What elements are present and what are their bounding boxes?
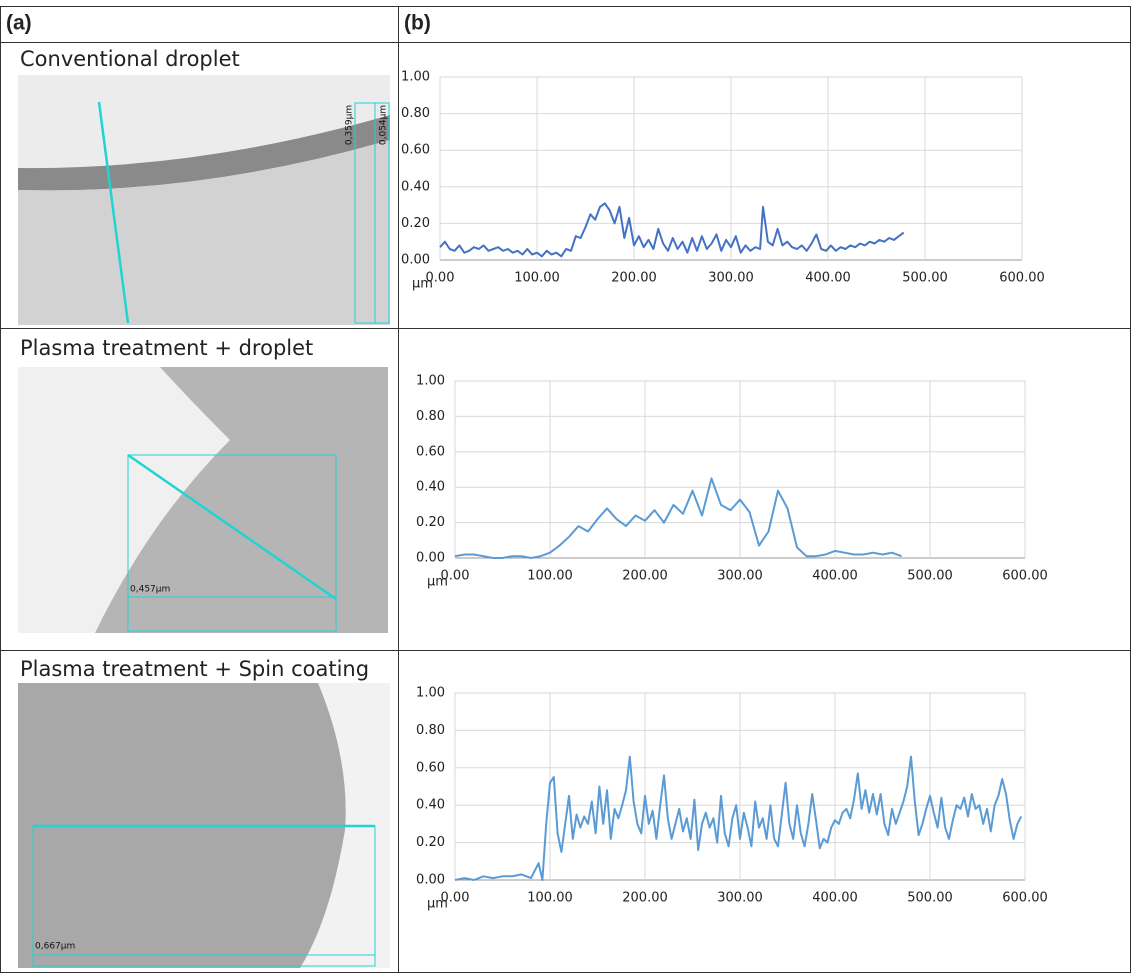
x-tick-label: 500.00 (907, 891, 953, 906)
y-tick-label: 0.60 (416, 760, 445, 775)
x-tick-label: 300.00 (708, 271, 754, 286)
x-axis-label: µm (427, 575, 448, 590)
image-annotation: 0,359µm (345, 105, 355, 145)
x-tick-label: 500.00 (902, 271, 948, 286)
y-tick-label: 0.00 (416, 873, 445, 888)
x-axis-label: µm (412, 277, 433, 292)
y-tick-label: 0.40 (416, 798, 445, 813)
image-annotation: 0,054µm (379, 105, 389, 145)
x-tick-label: 500.00 (907, 569, 953, 584)
x-tick-label: 0.00 (426, 271, 455, 286)
x-tick-label: 300.00 (717, 569, 763, 584)
row-label: Conventional droplet (20, 47, 240, 71)
x-tick-label: 400.00 (812, 569, 858, 584)
image-annotation: 0,667µm (35, 942, 75, 952)
micrograph: 0,457µm (18, 367, 388, 633)
micrograph: 0,359µm 0,054µm (18, 75, 390, 325)
x-tick-label: 400.00 (805, 271, 851, 286)
x-axis-label: µm (427, 897, 448, 912)
data-line (454, 755, 1023, 881)
y-tick-label: 0.60 (401, 143, 430, 158)
x-tick-label: 300.00 (717, 891, 763, 906)
y-tick-label: 0.80 (416, 723, 445, 738)
x-tick-label: 100.00 (527, 891, 573, 906)
x-tick-label: 600.00 (1002, 891, 1048, 906)
micrograph: 0,667µm (18, 683, 390, 968)
x-tick-label: 400.00 (812, 891, 858, 906)
y-tick-label: 0.20 (416, 835, 445, 850)
x-tick-label: 0.00 (441, 891, 470, 906)
x-tick-label: 0.00 (441, 569, 470, 584)
y-tick-label: 1.00 (416, 374, 445, 389)
y-tick-label: 0.60 (416, 444, 445, 459)
y-tick-label: 1.00 (416, 686, 445, 701)
data-line (454, 477, 902, 559)
panel-label: (b) (404, 12, 431, 35)
y-tick-label: 0.00 (416, 551, 445, 566)
x-tick-label: 100.00 (514, 271, 560, 286)
x-tick-label: 600.00 (999, 271, 1045, 286)
y-tick-label: 0.20 (416, 515, 445, 530)
y-tick-label: 1.00 (401, 70, 430, 85)
row-label: Plasma treatment + droplet (20, 336, 313, 360)
y-tick-label: 0.80 (401, 106, 430, 121)
image-annotation: 0,457µm (130, 585, 170, 595)
y-tick-label: 0.40 (416, 480, 445, 495)
y-tick-label: 0.00 (401, 253, 430, 268)
x-tick-label: 600.00 (1002, 569, 1048, 584)
x-tick-label: 100.00 (527, 569, 573, 584)
data-line (439, 202, 905, 258)
row-label: Plasma treatment + Spin coating (20, 657, 369, 681)
x-tick-label: 200.00 (611, 271, 657, 286)
y-tick-label: 0.20 (401, 216, 430, 231)
x-tick-label: 200.00 (622, 891, 668, 906)
x-tick-label: 200.00 (622, 569, 668, 584)
y-tick-label: 0.80 (416, 409, 445, 424)
y-tick-label: 0.40 (401, 179, 430, 194)
panel-label: (a) (6, 12, 32, 35)
